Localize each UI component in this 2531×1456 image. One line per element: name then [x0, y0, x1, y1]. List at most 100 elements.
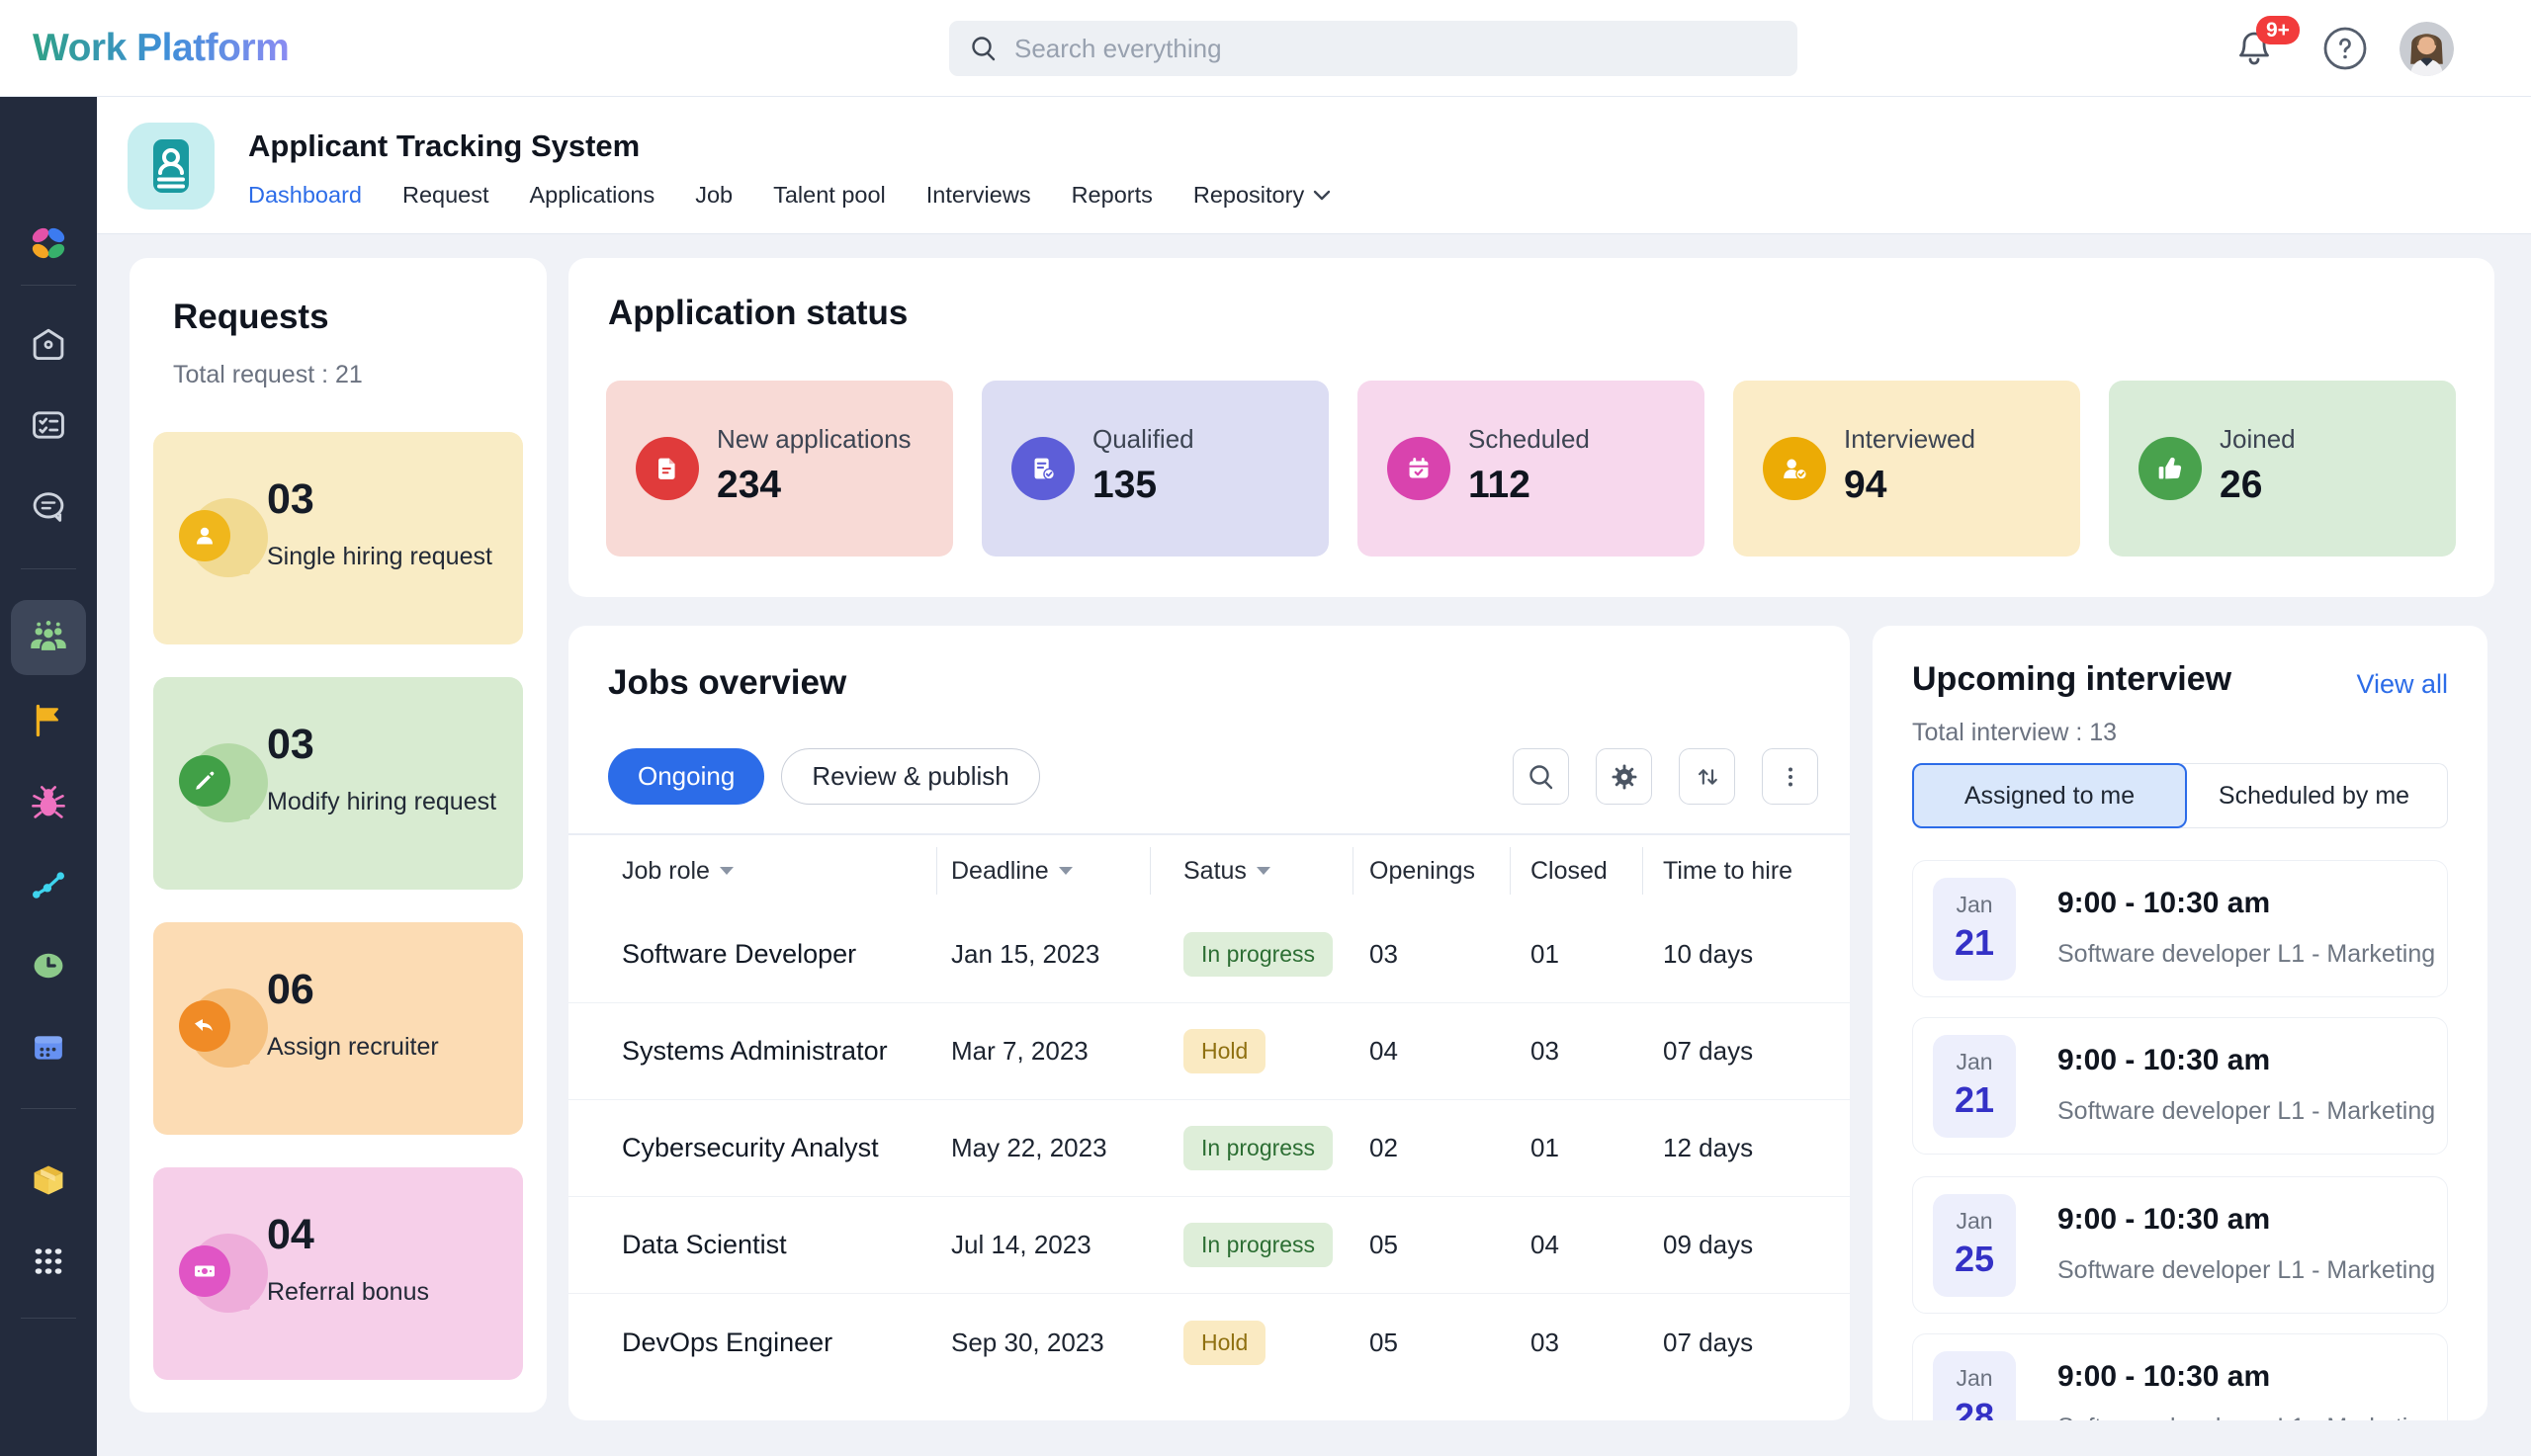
sidebar-item-bug[interactable] — [0, 783, 97, 822]
global-search[interactable] — [949, 21, 1797, 76]
tab-dashboard[interactable]: Dashboard — [248, 182, 362, 208]
interview-item[interactable]: Jan 21 9:00 - 10:30 am Software develope… — [1912, 860, 2448, 997]
interview-time: 9:00 - 10:30 am — [2057, 1360, 2271, 1393]
jobs-table-body: Software Developer Jan 15, 2023 In progr… — [568, 906, 1850, 1391]
tab-job[interactable]: Job — [695, 182, 734, 208]
rail-divider — [21, 568, 76, 569]
column-openings[interactable]: Openings — [1369, 856, 1476, 885]
table-row[interactable]: DevOps Engineer Sep 30, 2023 Hold 05 03 … — [568, 1294, 1850, 1391]
status-badge: Hold — [1183, 1029, 1266, 1073]
apps-grid-icon — [35, 1248, 62, 1274]
table-row[interactable]: Systems Administrator Mar 7, 2023 Hold 0… — [568, 1003, 1850, 1100]
app-tab-bar: Dashboard Request Applications Job Talen… — [248, 182, 1331, 209]
interview-role: Software developer L1 - Marketing — [2057, 940, 2436, 968]
sidebar-item-packages[interactable] — [0, 1160, 97, 1200]
status-card-joined[interactable]: Joined 26 — [2109, 381, 2456, 557]
tab-scheduled-by-me[interactable]: Scheduled by me — [2181, 763, 2448, 828]
request-card-single-hiring[interactable]: 03 Single hiring request — [153, 432, 523, 644]
request-card-assign-recruiter[interactable]: 06 Assign recruiter — [153, 922, 523, 1135]
request-count: 03 — [267, 721, 314, 768]
sidebar-item-flag[interactable] — [0, 701, 97, 740]
status-card-scheduled[interactable]: Scheduled 112 — [1357, 381, 1704, 557]
column-status[interactable]: Satus — [1183, 857, 1369, 886]
column-time-to-hire[interactable]: Time to hire — [1663, 856, 1793, 885]
status-card-new-applications[interactable]: New applications 234 — [606, 381, 953, 557]
tab-repository[interactable]: Repository — [1193, 182, 1331, 209]
sort-arrows-icon — [1698, 768, 1717, 785]
rail-divider — [21, 1318, 76, 1319]
application-status-panel: Application status New applications 234 — [568, 258, 2494, 597]
table-more-button[interactable] — [1762, 748, 1818, 805]
column-closed[interactable]: Closed — [1530, 856, 1608, 885]
column-deadline[interactable]: Deadline — [951, 857, 1183, 886]
date-chip: Jan 21 — [1933, 1035, 2016, 1138]
table-row[interactable]: Software Developer Jan 15, 2023 In progr… — [568, 906, 1850, 1003]
reply-arrow-icon — [179, 985, 268, 1071]
sort-caret-icon — [1256, 867, 1270, 875]
jobs-overview-title: Jobs overview — [608, 663, 847, 702]
sort-caret-icon — [1058, 867, 1073, 875]
table-row[interactable]: Data Scientist Jul 14, 2023 In progress … — [568, 1197, 1850, 1294]
requests-total: Total request : 21 — [173, 361, 363, 388]
sidebar-item-apps[interactable] — [0, 1242, 97, 1281]
requests-title: Requests — [173, 298, 329, 336]
help-button[interactable] — [2321, 25, 2369, 72]
tab-applications[interactable]: Applications — [529, 182, 655, 208]
filter-ongoing-button[interactable]: Ongoing — [608, 748, 765, 805]
tab-talent-pool[interactable]: Talent pool — [773, 182, 886, 208]
tab-request[interactable]: Request — [401, 182, 489, 208]
interview-item[interactable]: Jan 21 9:00 - 10:30 am Software develope… — [1912, 1017, 2448, 1155]
notifications-button[interactable]: 9+ — [2230, 16, 2300, 73]
column-divider — [1510, 847, 1511, 895]
sidebar-item-messages[interactable] — [0, 487, 97, 527]
table-top-rule — [568, 833, 1850, 835]
interview-item[interactable]: Jan 25 9:00 - 10:30 am Software develope… — [1912, 1176, 2448, 1314]
tab-interviews[interactable]: Interviews — [925, 182, 1031, 208]
page-title: Applicant Tracking System — [248, 128, 641, 163]
jobs-toolbar — [1513, 748, 1818, 805]
status-label: Scheduled — [1468, 424, 1590, 454]
request-label: Single hiring request — [267, 543, 492, 570]
view-all-link[interactable]: View all — [2356, 669, 2448, 699]
sidebar-item-tasks[interactable] — [0, 405, 97, 445]
table-sort-button[interactable] — [1679, 748, 1735, 805]
request-card-referral-bonus[interactable]: 04 Referral bonus — [153, 1167, 523, 1380]
search-input[interactable] — [1014, 33, 1778, 64]
app-header: Applicant Tracking System Dashboard Requ… — [97, 97, 2531, 234]
sidebar-item-recruiting-active[interactable] — [11, 600, 86, 675]
person-check-icon — [1763, 437, 1826, 500]
sidebar-item-calendar[interactable] — [0, 1028, 97, 1068]
sidebar-item-time[interactable] — [0, 946, 97, 985]
request-card-modify-hiring[interactable]: 03 Modify hiring request — [153, 677, 523, 890]
table-search-button[interactable] — [1513, 748, 1569, 805]
table-settings-button[interactable] — [1596, 748, 1652, 805]
work-platform-logo: Work Platform — [33, 0, 290, 97]
request-count: 03 — [267, 475, 314, 523]
filter-review-publish-button[interactable]: Review & publish — [781, 748, 1040, 805]
chevron-down-icon — [1314, 190, 1331, 201]
status-card-interviewed[interactable]: Interviewed 94 — [1733, 381, 2080, 557]
interview-item[interactable]: Jan 28 9:00 - 10:30 am Software develope… — [1912, 1333, 2448, 1420]
status-card-qualified[interactable]: Qualified 135 — [982, 381, 1329, 557]
home-icon — [33, 328, 64, 360]
table-row[interactable]: Cybersecurity Analyst May 22, 2023 In pr… — [568, 1100, 1850, 1197]
request-label: Referral bonus — [267, 1278, 429, 1306]
sidebar-item-home[interactable] — [0, 323, 97, 363]
sort-caret-icon — [719, 867, 734, 875]
banknote-icon — [179, 1230, 268, 1317]
column-job-role[interactable]: Job role — [622, 857, 951, 886]
notification-count-badge: 9+ — [2256, 16, 2300, 45]
tab-assigned-to-me[interactable]: Assigned to me — [1912, 763, 2187, 828]
tab-reports[interactable]: Reports — [1071, 182, 1153, 208]
person-icon — [179, 494, 268, 581]
status-badge: In progress — [1183, 1223, 1334, 1267]
request-count: 06 — [267, 966, 314, 1013]
sidebar-item-trends[interactable] — [0, 865, 97, 904]
jobs-table-header: Job role Deadline Satus Openings Closed … — [568, 835, 1850, 906]
upcoming-total: Total interview : 13 — [1912, 719, 2118, 746]
user-avatar[interactable] — [2400, 22, 2454, 76]
rail-divider — [21, 285, 76, 286]
column-divider — [1150, 847, 1151, 895]
interview-time: 9:00 - 10:30 am — [2057, 887, 2271, 919]
